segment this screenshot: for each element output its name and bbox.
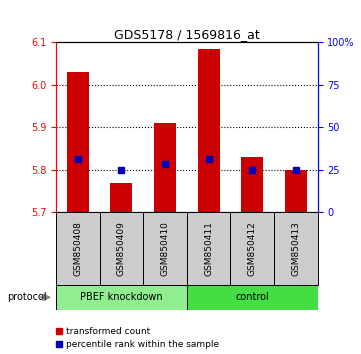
Bar <box>187 212 230 285</box>
Text: GSM850412: GSM850412 <box>248 221 257 276</box>
Text: GSM850410: GSM850410 <box>161 221 170 276</box>
Bar <box>110 183 132 212</box>
Bar <box>100 212 143 285</box>
Bar <box>143 212 187 285</box>
Bar <box>230 212 274 285</box>
Bar <box>198 49 219 212</box>
Bar <box>56 212 100 285</box>
Text: GSM850411: GSM850411 <box>204 221 213 276</box>
Text: protocol: protocol <box>7 292 47 302</box>
Bar <box>242 157 263 212</box>
Bar <box>67 72 89 212</box>
Text: GSM850409: GSM850409 <box>117 221 126 276</box>
Bar <box>274 212 318 285</box>
Bar <box>56 285 187 310</box>
Bar <box>187 285 318 310</box>
Text: control: control <box>235 292 269 302</box>
Legend: transformed count, percentile rank within the sample: transformed count, percentile rank withi… <box>55 327 219 349</box>
Text: GSM850408: GSM850408 <box>73 221 82 276</box>
Bar <box>154 123 176 212</box>
Text: PBEF knockdown: PBEF knockdown <box>80 292 163 302</box>
Bar <box>285 170 307 212</box>
Text: GSM850413: GSM850413 <box>291 221 300 276</box>
Title: GDS5178 / 1569816_at: GDS5178 / 1569816_at <box>114 28 260 41</box>
